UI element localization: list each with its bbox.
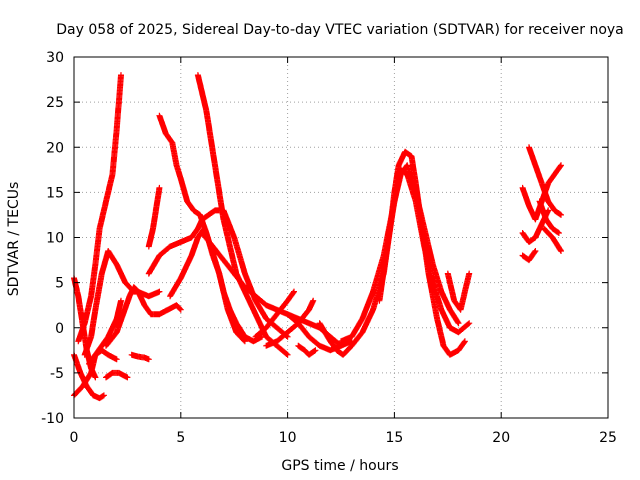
series-markers	[75, 72, 124, 345]
series-markers	[519, 248, 539, 264]
x-tick-label: 5	[176, 430, 185, 446]
series-arc4	[75, 72, 124, 345]
series-arc10	[145, 184, 163, 250]
series-arc29	[540, 225, 564, 254]
series-markers	[86, 347, 120, 367]
series-arc28	[519, 248, 539, 264]
series-arc23	[444, 270, 473, 313]
axis-ticks: 0 5 10 15 20 25 -10 -5 0 5 10 15 20 25 30	[41, 50, 617, 446]
series-markers	[376, 162, 462, 327]
series-markers	[103, 369, 131, 381]
chart-title: Day 058 of 2025, Sidereal Day-to-day VTE…	[56, 22, 624, 38]
series-arc9	[103, 284, 184, 349]
series-markers	[295, 342, 319, 358]
series-markers	[540, 225, 564, 254]
series-markers	[145, 184, 163, 250]
series-arc25	[526, 144, 564, 218]
x-axis-label: GPS time / hours	[281, 458, 398, 474]
data-series	[71, 72, 564, 402]
y-tick-label: 15	[46, 185, 64, 201]
series-arc8	[128, 351, 152, 363]
x-tick-label: 15	[385, 430, 403, 446]
series-markers	[526, 144, 564, 218]
x-tick-label: 25	[599, 430, 617, 446]
series-markers	[444, 270, 473, 313]
y-tick-label: 25	[46, 95, 64, 111]
grid-lines	[74, 57, 608, 418]
series-markers	[536, 198, 562, 236]
y-tick-label: -10	[41, 411, 64, 427]
series-arc19	[295, 342, 319, 358]
series-arc16	[252, 288, 297, 340]
x-tick-label: 10	[279, 430, 297, 446]
y-tick-label: 5	[55, 276, 64, 292]
series-arc7	[103, 369, 131, 381]
y-tick-label: 0	[55, 321, 64, 337]
series-markers	[128, 351, 152, 363]
series-markers	[252, 288, 297, 340]
y-tick-label: -5	[50, 366, 64, 382]
y-tick-label: 30	[46, 50, 64, 66]
series-arc22	[376, 162, 462, 327]
y-tick-label: 10	[46, 231, 64, 247]
series-markers	[103, 284, 184, 349]
x-tick-label: 0	[70, 430, 79, 446]
series-arc6	[86, 347, 120, 367]
x-tick-label: 20	[492, 430, 510, 446]
series-arc27	[536, 198, 562, 236]
y-axis-label: SDTVAR / TECUs	[6, 182, 22, 297]
y-tick-label: 20	[46, 140, 64, 156]
